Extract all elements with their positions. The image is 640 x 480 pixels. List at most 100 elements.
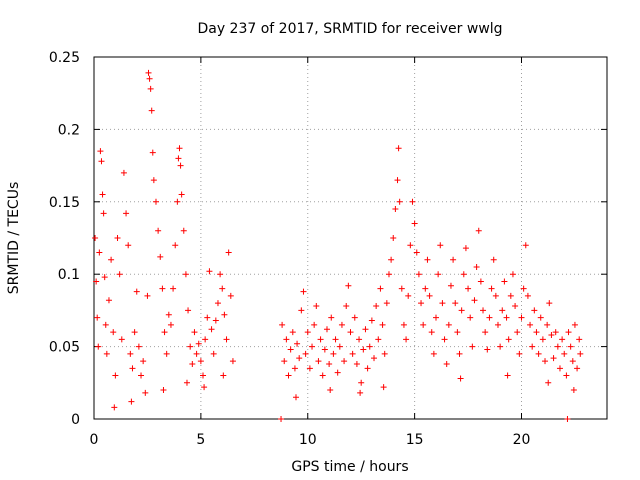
data-point — [356, 336, 363, 343]
data-point — [385, 271, 392, 278]
data-point — [420, 321, 427, 328]
data-point — [527, 321, 534, 328]
x-tick-label: 20 — [513, 432, 531, 448]
data-point — [503, 314, 510, 321]
data-point — [125, 242, 132, 249]
data-points — [92, 69, 584, 422]
data-point — [128, 398, 135, 405]
data-point — [509, 271, 516, 278]
data-point — [195, 340, 202, 347]
data-point — [465, 285, 472, 292]
data-point — [430, 350, 437, 357]
data-point — [336, 343, 343, 350]
data-point — [381, 350, 388, 357]
data-point — [135, 343, 142, 350]
data-point — [512, 303, 519, 310]
data-point — [99, 191, 106, 198]
data-point — [219, 285, 226, 292]
data-point — [97, 148, 104, 155]
data-point — [475, 227, 482, 234]
data-point — [281, 358, 288, 365]
data-point — [221, 311, 228, 318]
data-point — [439, 300, 446, 307]
data-point — [294, 340, 301, 347]
data-point — [505, 336, 512, 343]
data-point — [454, 329, 461, 336]
data-point — [229, 358, 236, 365]
data-point — [377, 285, 384, 292]
data-point — [452, 300, 459, 307]
data-point — [537, 314, 544, 321]
data-point — [306, 365, 313, 372]
data-point — [407, 242, 414, 249]
data-point — [395, 145, 402, 152]
data-point — [187, 343, 194, 350]
data-point — [351, 314, 358, 321]
data-point — [554, 343, 561, 350]
data-point — [577, 350, 584, 357]
data-point — [349, 350, 356, 357]
data-point — [92, 235, 99, 241]
x-axis-title: GPS time / hours — [291, 459, 408, 475]
data-point — [94, 314, 101, 321]
data-point — [441, 336, 448, 343]
data-point — [443, 360, 450, 367]
data-point — [563, 372, 570, 379]
data-point — [422, 285, 429, 292]
plot-frame — [93, 56, 608, 420]
data-point — [450, 256, 457, 263]
data-point — [501, 278, 508, 285]
data-point — [100, 210, 107, 217]
data-point — [167, 321, 174, 328]
data-point — [144, 292, 151, 299]
x-tick-label: 10 — [299, 432, 317, 448]
data-point — [507, 292, 514, 299]
data-point — [223, 336, 230, 343]
data-point — [150, 177, 157, 184]
data-point — [177, 162, 184, 169]
data-point — [368, 317, 375, 324]
data-point — [473, 263, 480, 270]
data-point — [418, 300, 425, 307]
x-tick-label: 5 — [196, 432, 205, 448]
data-point — [142, 389, 149, 396]
y-tick-labels: 0 0.05 0.1 0.15 0.2 0.25 — [49, 50, 80, 428]
data-point — [341, 358, 348, 365]
data-point — [567, 343, 574, 350]
data-point — [457, 375, 464, 382]
data-point — [545, 379, 552, 386]
data-point — [105, 297, 112, 304]
data-point — [360, 346, 367, 353]
data-point — [129, 365, 136, 372]
data-point — [309, 343, 316, 350]
data-point — [488, 285, 495, 292]
data-point — [101, 274, 108, 281]
data-point — [390, 235, 397, 241]
data-point — [311, 321, 318, 328]
y-axis-title: SRMTID / TECUs — [6, 182, 22, 295]
data-point — [535, 350, 542, 357]
data-point — [353, 360, 360, 367]
data-point — [313, 303, 320, 310]
data-point — [93, 278, 100, 285]
data-point — [490, 256, 497, 263]
data-point — [176, 145, 183, 152]
data-point — [210, 350, 217, 357]
data-point — [471, 297, 478, 304]
data-point — [529, 343, 536, 350]
data-point — [409, 198, 416, 205]
data-point — [400, 321, 407, 328]
data-point — [437, 242, 444, 249]
data-point — [182, 271, 189, 278]
data-point — [546, 300, 553, 307]
data-point — [131, 329, 138, 336]
data-point — [469, 343, 476, 350]
data-point — [278, 416, 285, 422]
data-point — [338, 321, 345, 328]
data-point — [189, 360, 196, 367]
data-point — [556, 365, 563, 372]
data-point — [574, 365, 581, 372]
data-point — [426, 292, 433, 299]
data-point — [569, 358, 576, 365]
